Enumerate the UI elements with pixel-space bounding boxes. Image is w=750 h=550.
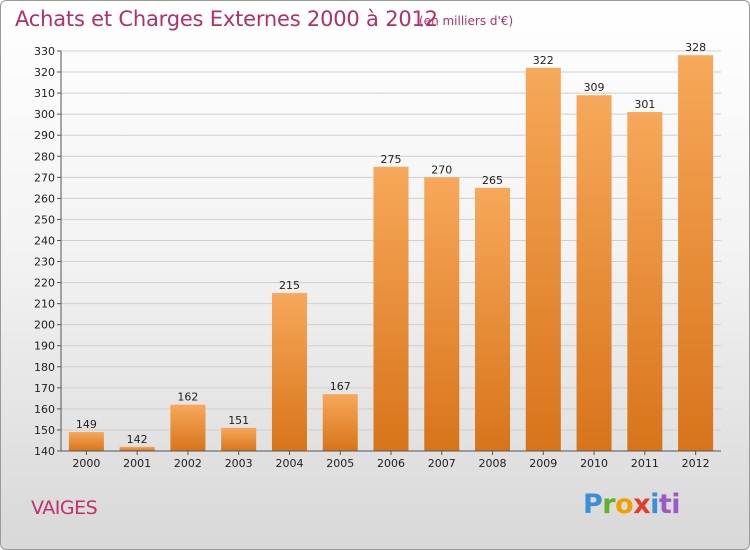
chart-title: Achats et Charges Externes 2000 à 2012	[15, 7, 438, 31]
bar-value-label: 265	[482, 174, 503, 187]
commune-name: VAIGES	[31, 497, 98, 519]
bar-value-label: 309	[584, 81, 605, 94]
x-tick-label: 2001	[123, 457, 151, 470]
bar-value-label: 151	[228, 414, 249, 427]
bar-value-label: 328	[685, 41, 706, 54]
y-tick-label: 330	[34, 45, 55, 58]
x-tick-label: 2008	[479, 457, 507, 470]
y-tick-label: 260	[34, 192, 55, 205]
x-tick-label: 2012	[682, 457, 710, 470]
y-tick-label: 300	[34, 108, 55, 121]
bar	[424, 177, 460, 451]
bar	[475, 187, 511, 451]
y-tick-label: 160	[34, 403, 55, 416]
y-tick-label: 140	[34, 445, 55, 458]
x-tick-label: 2011	[631, 457, 659, 470]
y-tick-label: 290	[34, 129, 55, 142]
y-tick-label: 310	[34, 87, 55, 100]
y-tick-label: 230	[34, 256, 55, 269]
y-tick-label: 200	[34, 319, 55, 332]
bar	[271, 293, 307, 451]
bar	[119, 446, 155, 451]
bar-value-label: 162	[177, 391, 198, 404]
x-tick-label: 2006	[377, 457, 405, 470]
bar-value-label: 167	[330, 380, 351, 393]
y-tick-label: 220	[34, 277, 55, 290]
y-tick-label: 150	[34, 424, 55, 437]
x-tick-label: 2009	[529, 457, 557, 470]
bar	[373, 166, 409, 451]
y-tick-label: 270	[34, 171, 55, 184]
x-tick-label: 2004	[275, 457, 303, 470]
bar-value-label: 275	[381, 153, 402, 166]
x-tick-label: 2005	[326, 457, 354, 470]
y-tick-label: 320	[34, 66, 55, 79]
x-tick-label: 2007	[428, 457, 456, 470]
bar-value-label: 215	[279, 279, 300, 292]
y-tick-label: 250	[34, 213, 55, 226]
axes: 140 150 160 170 180 190 200 210 220 230 240 250 260 2…	[34, 45, 721, 470]
bar	[678, 55, 714, 452]
bar-value-label: 149	[76, 418, 97, 431]
bar	[322, 394, 358, 451]
x-tick-label: 2003	[225, 457, 253, 470]
bar	[68, 432, 104, 451]
x-tick-label: 2010	[580, 457, 608, 470]
y-tick-label: 170	[34, 382, 55, 395]
chart-subtitle: (en milliers d'€)	[419, 14, 514, 28]
bar	[525, 67, 561, 451]
bar-value-label: 322	[533, 54, 554, 67]
bars: 149 142 162 151 215 167 275 270 265 322 309 301 328	[68, 41, 714, 452]
bar-value-label: 142	[127, 433, 148, 446]
bar	[576, 95, 612, 452]
bar-value-label: 270	[431, 163, 452, 176]
y-tick-label: 240	[34, 234, 55, 247]
bar	[170, 404, 206, 451]
bar	[627, 112, 663, 451]
x-tick-label: 2000	[72, 457, 100, 470]
y-tick-label: 180	[34, 361, 55, 374]
proxiti-logo: Proxiti	[583, 489, 681, 520]
y-tick-label: 190	[34, 340, 55, 353]
bar	[221, 427, 257, 451]
y-tick-label: 210	[34, 298, 55, 311]
x-tick-label: 2002	[174, 457, 202, 470]
y-tick-label: 280	[34, 150, 55, 163]
bar-value-label: 301	[634, 98, 655, 111]
